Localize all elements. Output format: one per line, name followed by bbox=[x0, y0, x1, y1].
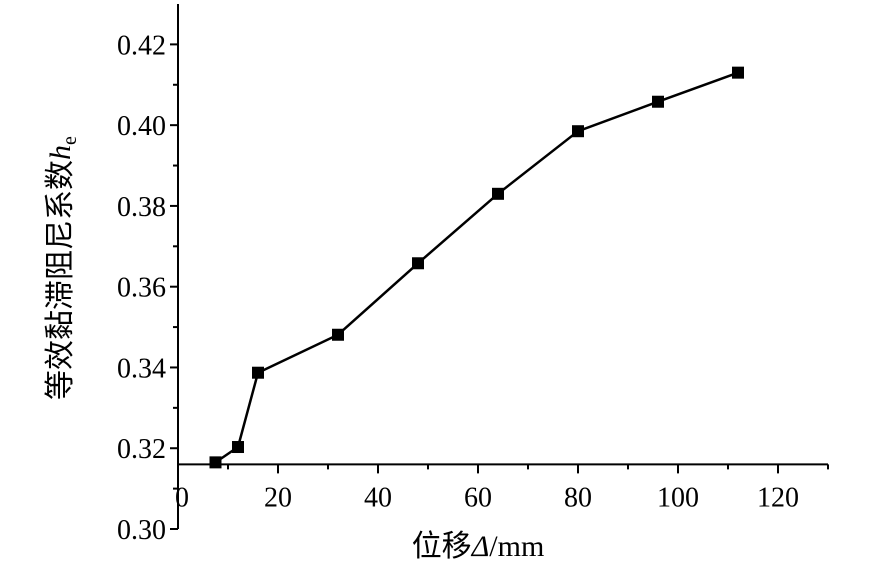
x-tick-label: 80 bbox=[564, 482, 592, 513]
x-tick-label: 120 bbox=[757, 482, 799, 513]
x-tick-label: 100 bbox=[657, 482, 699, 513]
y-tick-label: 0.42 bbox=[117, 30, 166, 61]
x-tick-label: 0 bbox=[175, 482, 189, 513]
y-tick-label: 0.36 bbox=[117, 273, 166, 304]
data-point-marker bbox=[252, 366, 264, 379]
data-series bbox=[209, 66, 744, 469]
y-tick-label: 0.40 bbox=[117, 111, 166, 142]
data-point-marker bbox=[412, 257, 424, 270]
series-line bbox=[214, 71, 739, 464]
data-point-marker bbox=[332, 328, 344, 341]
y-tick-label: 0.30 bbox=[117, 515, 166, 546]
y-axis-title-subscript: e bbox=[59, 136, 81, 145]
y-axis-title-text: 等效黏滞阻尼系数 bbox=[44, 160, 77, 400]
data-point-marker bbox=[732, 66, 744, 79]
x-axis-title: 位移Δ/mm bbox=[412, 530, 545, 563]
y-tick-label: 0.32 bbox=[117, 434, 166, 465]
y-tick-label: 0.34 bbox=[117, 353, 166, 384]
y-axis-title: 等效黏滞阻尼系数he bbox=[44, 136, 81, 400]
data-point-marker bbox=[652, 95, 664, 108]
axes: 0.30 0.32 0.34 0.36 0.38 0.40 0.42 0 20 40 60 80 100… bbox=[117, 4, 829, 546]
x-tick-label: 40 bbox=[364, 482, 392, 513]
y-axis-title-symbol: h bbox=[44, 145, 77, 160]
data-point-marker bbox=[232, 441, 244, 454]
x-tick-label: 20 bbox=[264, 482, 292, 513]
x-tick-label: 60 bbox=[464, 482, 492, 513]
x-axis-title-symbol: Δ bbox=[471, 530, 490, 563]
data-point-marker bbox=[492, 187, 504, 200]
x-axis-title-text: 位移 bbox=[412, 530, 472, 563]
data-point-marker bbox=[572, 125, 584, 138]
data-point-marker bbox=[209, 456, 222, 469]
x-axis-title-unit: /mm bbox=[489, 530, 544, 563]
y-tick-label: 0.38 bbox=[117, 192, 166, 223]
